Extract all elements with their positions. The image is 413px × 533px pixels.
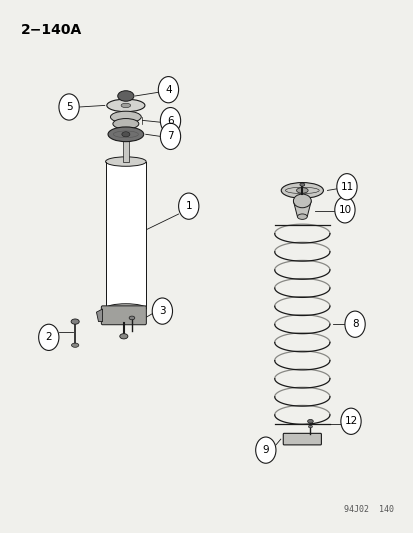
Text: 3: 3 (159, 306, 165, 316)
Ellipse shape (117, 91, 134, 101)
Circle shape (334, 197, 354, 223)
Ellipse shape (110, 111, 141, 123)
Ellipse shape (71, 343, 78, 348)
Ellipse shape (297, 214, 306, 220)
Circle shape (152, 298, 172, 324)
Text: 7: 7 (167, 131, 173, 141)
Text: 10: 10 (337, 205, 351, 215)
Circle shape (344, 311, 364, 337)
Circle shape (160, 123, 180, 149)
Circle shape (336, 174, 356, 200)
Circle shape (38, 324, 59, 350)
Text: 2−140A: 2−140A (20, 22, 81, 37)
Circle shape (160, 108, 180, 134)
Text: 4: 4 (165, 85, 171, 95)
Ellipse shape (107, 99, 145, 112)
Text: 8: 8 (351, 319, 358, 329)
Polygon shape (96, 309, 102, 321)
Bar (105, 161, 146, 309)
Polygon shape (293, 201, 311, 216)
Ellipse shape (105, 157, 146, 166)
Circle shape (158, 77, 178, 103)
Ellipse shape (296, 188, 307, 193)
FancyBboxPatch shape (101, 306, 146, 325)
Ellipse shape (293, 194, 311, 208)
Text: 94J02  140: 94J02 140 (343, 505, 393, 514)
Text: 11: 11 (339, 182, 353, 192)
Ellipse shape (307, 419, 313, 423)
Ellipse shape (119, 334, 128, 339)
Text: 1: 1 (185, 201, 192, 211)
Ellipse shape (308, 425, 312, 428)
Ellipse shape (108, 127, 143, 142)
Ellipse shape (129, 316, 135, 320)
Text: 2: 2 (45, 333, 52, 342)
Text: 9: 9 (262, 445, 268, 455)
FancyBboxPatch shape (282, 433, 320, 445)
Circle shape (340, 408, 360, 434)
Ellipse shape (121, 132, 130, 137)
Circle shape (59, 94, 79, 120)
Ellipse shape (105, 304, 146, 313)
Circle shape (178, 193, 198, 219)
Text: 5: 5 (66, 102, 72, 112)
Bar (123, 119, 128, 161)
Text: 12: 12 (344, 416, 357, 426)
Text: 6: 6 (167, 116, 173, 126)
Ellipse shape (280, 183, 323, 198)
Ellipse shape (113, 118, 138, 129)
Circle shape (255, 437, 275, 463)
Bar (111, 269, 140, 306)
Ellipse shape (121, 103, 131, 108)
Ellipse shape (299, 183, 304, 186)
Ellipse shape (71, 319, 79, 324)
